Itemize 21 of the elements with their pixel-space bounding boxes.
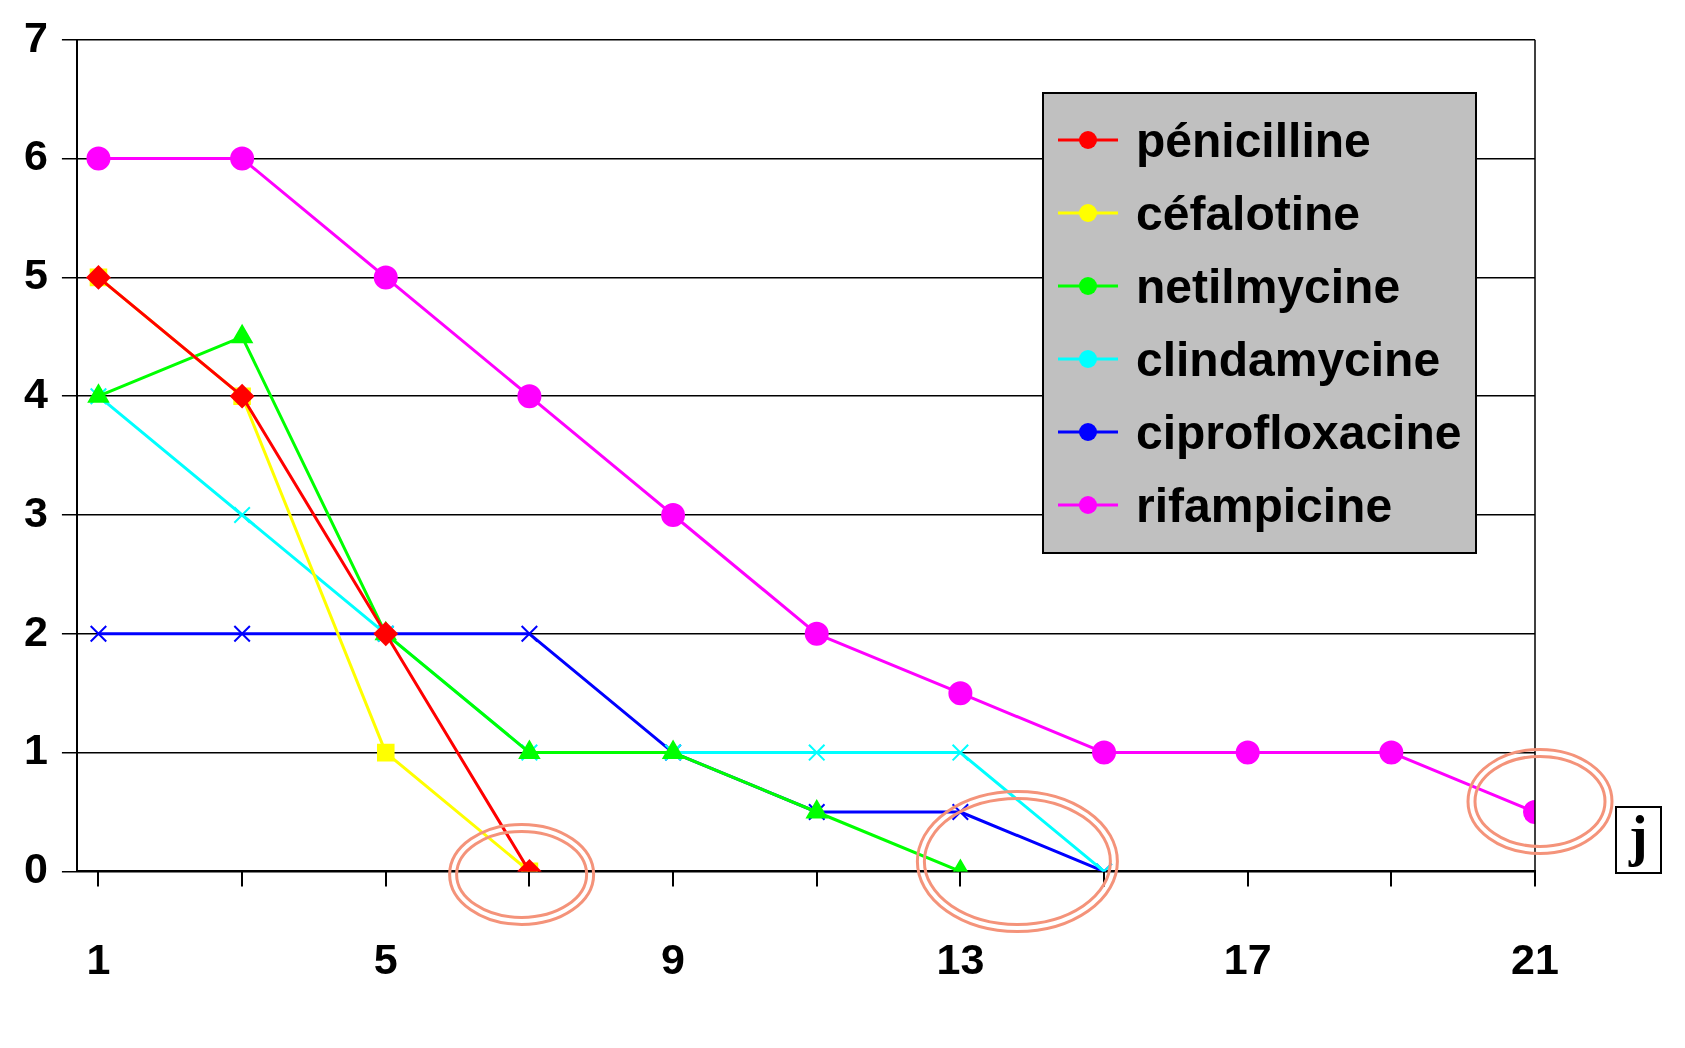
x-tick-label: 5	[373, 935, 398, 984]
legend-label: ciprofloxacine	[1136, 404, 1462, 460]
legend-label: rifampicine	[1136, 477, 1393, 533]
x-tick-label: 9	[661, 935, 686, 984]
legend-label: netilmycine	[1136, 258, 1401, 314]
y-tick-label: 2	[23, 606, 48, 655]
x-tick-label: 17	[1223, 935, 1272, 984]
y-tick-label: 6	[23, 131, 48, 180]
y-tick-label: 7	[23, 12, 48, 61]
x-tick-label: 13	[936, 935, 985, 984]
legend-label: clindamycine	[1136, 331, 1441, 387]
y-tick-label: 0	[23, 844, 48, 893]
legend-label: pénicilline	[1136, 112, 1371, 168]
legend-label: céfalotine	[1136, 185, 1361, 241]
y-tick-label: 3	[23, 487, 48, 536]
y-tick-label: 1	[23, 725, 48, 774]
y-tick-label: 5	[23, 250, 48, 299]
x-axis-title: j	[1615, 805, 1662, 875]
y-tick-label: 4	[23, 369, 48, 418]
x-tick-label: 21	[1511, 935, 1559, 984]
x-tick-label: 1	[86, 935, 111, 984]
